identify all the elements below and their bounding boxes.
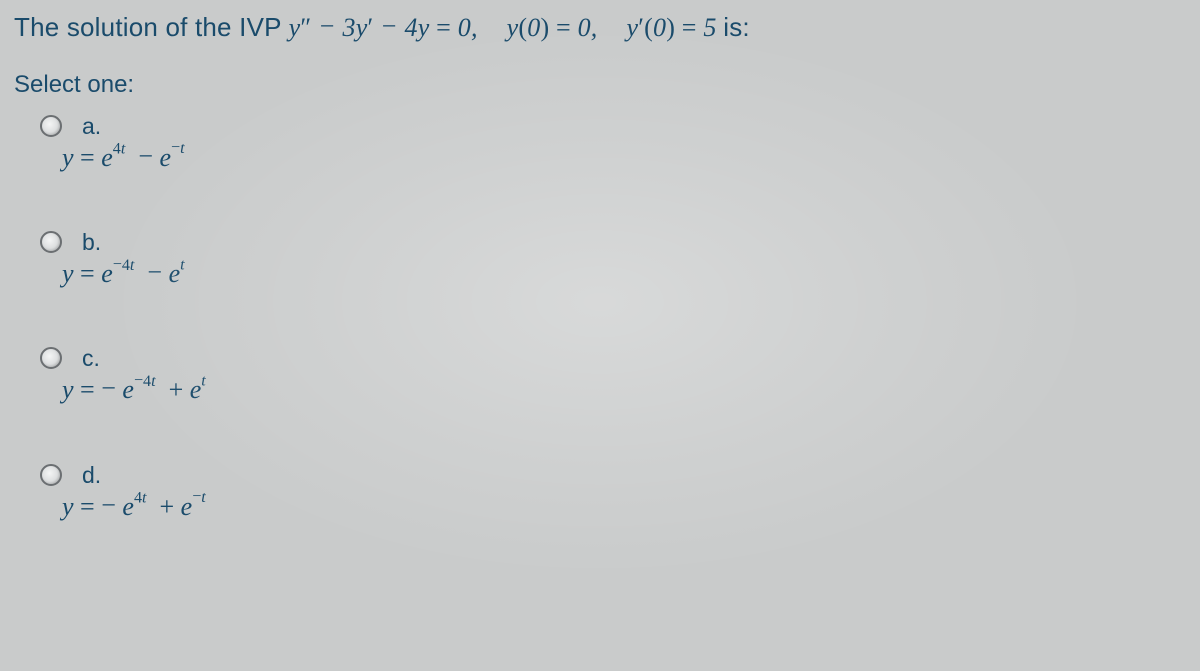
option-b-formula: y = e−4t − et [62, 258, 1186, 289]
option-d-formula: y = − e4t + e−t [62, 491, 1186, 522]
radio-icon[interactable] [40, 347, 62, 369]
option-c-label: c. [82, 345, 100, 372]
option-b[interactable]: b. y = e−4t − et [40, 229, 1186, 289]
question-ode: y″ − 3y′ − 4y = 0, [289, 13, 485, 42]
option-a-label: a. [82, 113, 101, 140]
question-text: The solution of the IVP y″ − 3y′ − 4y = … [14, 12, 1186, 43]
radio-icon[interactable] [40, 115, 62, 137]
option-b-label: b. [82, 229, 101, 256]
option-c[interactable]: c. y = − e−4t + et [40, 345, 1186, 405]
question-tail: is: [723, 12, 750, 42]
question-ic1: y(0) = 0, [507, 13, 605, 42]
question-lead: The solution of the IVP [14, 12, 289, 42]
options-group: a. y = e4t − e−t b. y = e−4t − et c. y =… [14, 113, 1186, 522]
select-one-label: Select one: [14, 71, 1186, 99]
question-ic2: y′(0) = 5 [626, 13, 723, 42]
option-a[interactable]: a. y = e4t − e−t [40, 113, 1186, 173]
radio-icon[interactable] [40, 231, 62, 253]
option-d-label: d. [82, 462, 101, 489]
radio-icon[interactable] [40, 464, 62, 486]
option-d[interactable]: d. y = − e4t + e−t [40, 462, 1186, 522]
option-c-formula: y = − e−4t + et [62, 374, 1186, 405]
option-a-formula: y = e4t − e−t [62, 142, 1186, 173]
